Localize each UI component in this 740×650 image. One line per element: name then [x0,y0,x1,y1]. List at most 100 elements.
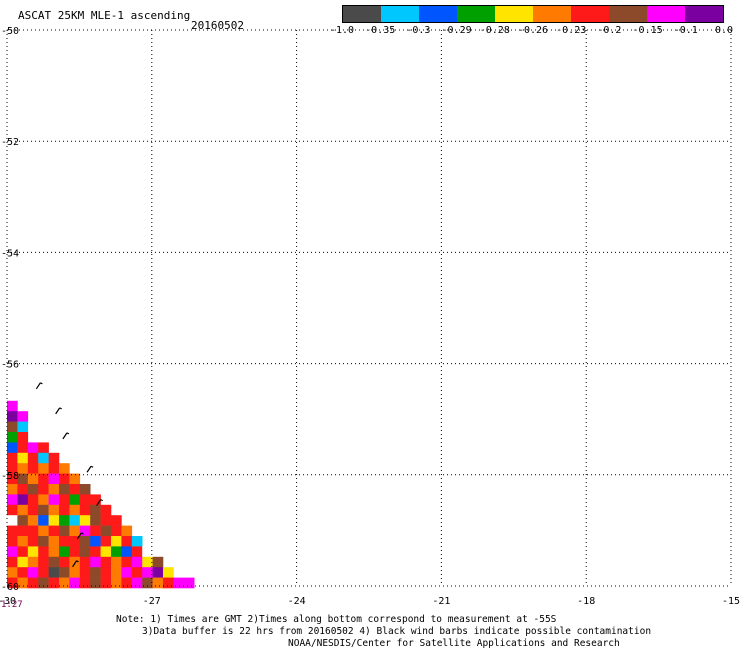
map-plot: -30 -27 -24 -21 -18 -15 -50 -52 -54 -56 -58 -60 [0,26,740,607]
x-tick-label: -24 [288,596,306,607]
colorbar-tick-label: -0.3 [406,25,431,36]
swath-pixel [48,504,60,516]
swath-pixel [48,484,60,495]
swath-pixel [17,411,29,422]
map-date: 20160502 [191,19,244,32]
swath-pixel [131,577,143,589]
swath-pixel [69,546,81,558]
note-line-2: 3)Data buffer is 22 hrs from 20160502 4)… [142,626,652,637]
swath-pixel [100,556,112,568]
swath-pixel [69,577,81,589]
swath-pixel [90,515,101,526]
colorbar-segment [685,6,723,22]
wind-barb [72,560,79,568]
swath-pixel [121,567,133,578]
colorbar-segment [571,6,609,22]
wind-barb [86,465,94,473]
swath-pixel [79,577,91,589]
swath-pixel [131,567,143,578]
swath-pixel [27,577,39,589]
swath-pixel [17,567,29,578]
swath-pixel [142,567,153,578]
swath-pixel [100,567,112,578]
swath-pixel [79,536,91,547]
swath-pixel [7,463,18,474]
swath-pixel [17,494,29,506]
swath-pixel [7,504,18,516]
swath-pixel [17,525,29,537]
graticule [6,29,732,587]
swath-pixel [17,484,29,495]
y-tick-label: -56 [1,360,19,371]
swath-pixel [121,556,133,568]
swath-pixel [17,536,29,547]
swath-pixel [69,484,81,495]
swath-pixel [100,525,112,537]
swath-pixel [7,400,18,412]
swath-pixel [90,577,101,589]
swath-pixel [111,515,122,526]
swath-pixel [27,494,39,506]
swath-pixel [100,546,112,558]
swath-pixel [7,536,18,547]
colorbar-segment [343,6,381,22]
swath-pixel [48,536,60,547]
wind-barb [55,407,62,415]
swath-pixel [7,567,18,578]
colorbar-segment [609,6,647,22]
swath-pixel [27,536,39,547]
swath-pixel [7,432,18,443]
swath-pixel [48,567,60,578]
axis-ticks: -30 -27 -24 -21 -18 -15 -50 -52 -54 -56 -58 -60 [0,26,740,607]
note-line-1: Note: 1) Times are GMT 2)Times along bot… [116,614,557,625]
swath-pixel [17,421,29,433]
swath-pixel [59,567,70,578]
colorbar-segment [647,6,685,22]
swath-pixel [59,515,70,526]
swath-pixel [38,525,49,537]
colorbar-segment [419,6,457,22]
colorbar-tick-label: -0.26 [517,25,549,36]
swath-pixel [111,536,122,547]
colorbar-segment [495,6,533,22]
swath-pixel [163,577,174,589]
colorbar-tick-label: -0.29 [441,25,472,36]
swath-pixel [38,452,49,464]
swath-pixel [183,577,195,589]
y-tick-label: -50 [1,26,19,37]
colorbar-tick-label: -0.35 [365,25,396,36]
swath-pixel [100,577,112,589]
swath-pixel [17,463,29,474]
swath-pixel [79,546,91,558]
swath-pixel [17,515,29,526]
swath-pixel [17,577,29,589]
y-tick-label: -60 [1,582,19,593]
swath-pixel [79,504,91,516]
swath-pixel [27,442,39,454]
swath-pixel [7,473,18,485]
swath-pixel [79,556,91,568]
swath-pixel [152,577,164,589]
swath-pixel [7,452,18,464]
swath-pixel [27,504,39,516]
swath-pixel [27,484,39,495]
swath-pixel [90,536,101,547]
swath-pixel [38,504,49,516]
swath-pixel [90,556,101,568]
swath-pixel [121,546,133,558]
swath-pixel [27,567,39,578]
swath-pixel [59,536,70,547]
swath-pixel [163,567,174,578]
swath-pixel [90,494,101,506]
swath-pixel [100,515,112,526]
swath-pixel [7,556,18,568]
swath-pixel [17,546,29,558]
swath-pixel [59,577,70,589]
swath-pixel [27,515,39,526]
swath-pixel [59,525,70,537]
swath-pixel [69,567,81,578]
swath-pixel [59,484,70,495]
swath-pixel [48,473,60,485]
swath-pixel [48,452,60,464]
swath-pixel [38,484,49,495]
